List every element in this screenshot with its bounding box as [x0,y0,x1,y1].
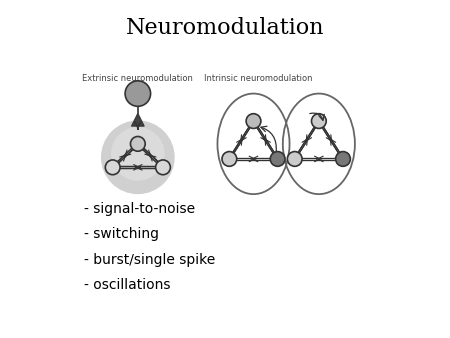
Ellipse shape [101,120,175,194]
Text: - burst/single spike: - burst/single spike [84,252,216,266]
Circle shape [125,81,151,106]
Text: - switching: - switching [84,227,159,241]
Circle shape [336,151,351,166]
Circle shape [156,160,171,175]
Text: - oscillations: - oscillations [84,277,171,292]
Circle shape [270,151,285,166]
Circle shape [311,114,326,128]
Circle shape [105,160,120,175]
Circle shape [130,137,145,151]
Polygon shape [131,113,144,126]
Text: Intrinsic neuromodulation: Intrinsic neuromodulation [204,74,313,83]
Text: Neuromodulation: Neuromodulation [126,17,324,39]
Text: - signal-to-noise: - signal-to-noise [84,202,195,216]
Ellipse shape [111,127,165,181]
Circle shape [246,114,261,128]
Circle shape [222,151,237,166]
Circle shape [288,151,302,166]
Text: Extrinsic neuromodulation: Extrinsic neuromodulation [82,74,194,83]
